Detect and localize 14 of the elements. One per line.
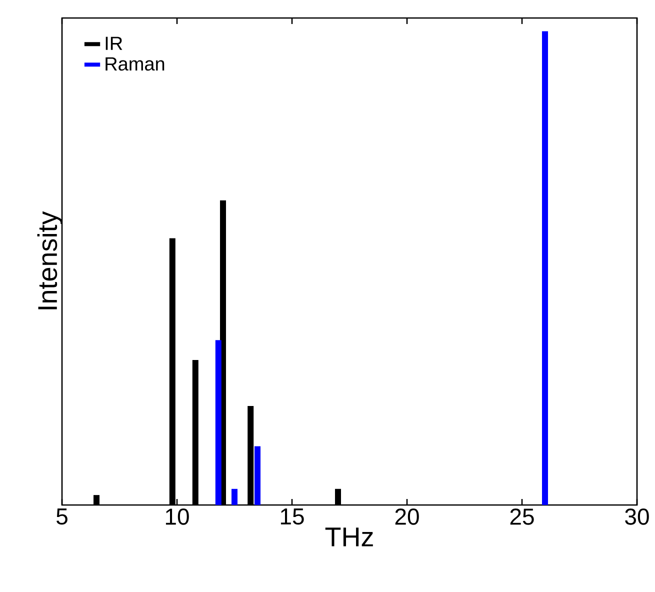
x-tick-label: 25 bbox=[510, 508, 534, 525]
y-axis-title: Intensity bbox=[37, 211, 62, 310]
bar bbox=[254, 446, 260, 505]
legend-label: IR bbox=[106, 36, 122, 50]
bar bbox=[542, 31, 548, 505]
x-tick-label: 20 bbox=[395, 508, 419, 525]
bar bbox=[232, 488, 238, 505]
legend-label: Raman bbox=[106, 57, 164, 71]
x-tick-label: 10 bbox=[166, 508, 189, 525]
x-tick-label: 30 bbox=[625, 508, 649, 525]
x-axis-title: THz bbox=[325, 528, 373, 546]
x-tick-label: 5 bbox=[56, 508, 68, 525]
bar bbox=[215, 340, 222, 505]
x-tick-label: 15 bbox=[280, 508, 304, 525]
